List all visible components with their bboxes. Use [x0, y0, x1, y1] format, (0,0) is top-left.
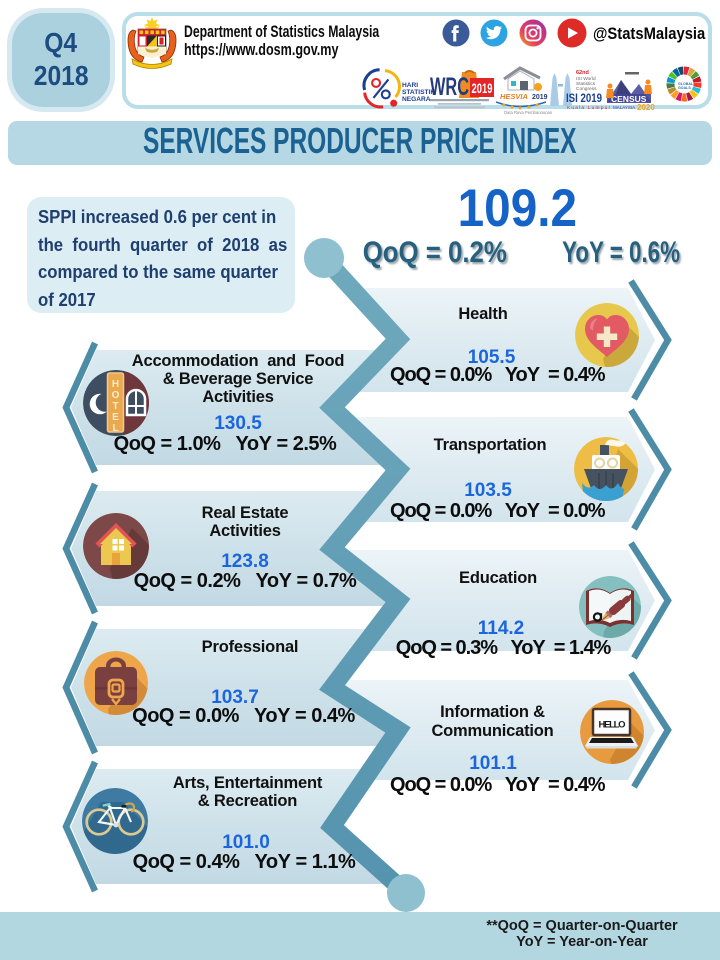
svg-text:Statistics: Statistics	[576, 81, 596, 87]
svg-text:HELLO: HELLO	[599, 720, 626, 731]
svg-text:2019: 2019	[472, 81, 493, 96]
svg-text:CENSUS: CENSUS	[611, 94, 647, 104]
svg-text:O: O	[112, 390, 120, 401]
svg-text:HESVIA: HESVIA	[500, 92, 528, 101]
svg-text:STATISTIK: STATISTIK	[402, 89, 435, 96]
svg-text:T: T	[112, 401, 118, 412]
svg-text:Kuala Lumpur: Kuala Lumpur	[567, 105, 611, 111]
svg-text:MALAYSIA: MALAYSIA	[613, 105, 635, 110]
svg-text:WRC: WRC	[430, 73, 469, 101]
svg-text:L: L	[112, 423, 118, 434]
svg-text:GOALS: GOALS	[678, 86, 691, 90]
svg-text:HARI: HARI	[402, 82, 418, 89]
svg-text:ISI World: ISI World	[576, 76, 596, 82]
svg-text:NEGARA: NEGARA	[402, 96, 431, 103]
svg-text:Congress: Congress	[576, 86, 597, 92]
svg-text:62nd: 62nd	[576, 70, 589, 76]
svg-text:Data Raya Pembangunan: Data Raya Pembangunan	[504, 110, 553, 114]
svg-text:GLOBAL: GLOBAL	[678, 82, 694, 86]
svg-text:H: H	[112, 379, 119, 390]
svg-text:2019: 2019	[532, 94, 548, 101]
svg-text:E: E	[112, 412, 119, 423]
svg-text:ISI 2019: ISI 2019	[566, 93, 602, 105]
svg-text:2020: 2020	[637, 103, 655, 112]
